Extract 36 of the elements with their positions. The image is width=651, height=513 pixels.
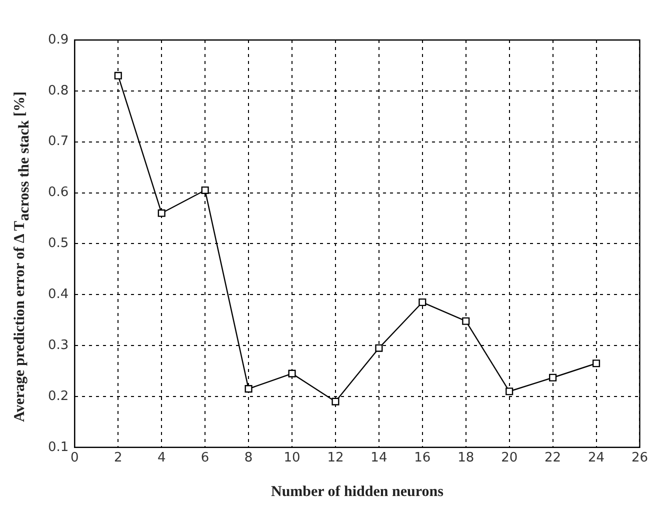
point [462, 317, 470, 325]
x-tick-label: 12 [327, 450, 344, 466]
x-tick-label: 20 [501, 450, 518, 466]
point [592, 360, 600, 368]
y-tick-label: 0.1 [48, 440, 69, 455]
x-tick-label: 24 [588, 450, 605, 466]
x-tick-label: 10 [284, 450, 300, 466]
x-tick-label: 6 [200, 450, 210, 466]
y-tick-label: 0.3 [48, 338, 69, 353]
point [158, 209, 166, 217]
y-tick-label: 0.8 [48, 83, 69, 98]
x-tick-label: 18 [458, 450, 474, 466]
point [418, 298, 426, 306]
x-tick-label: 0 [70, 450, 79, 466]
x-tick-label: 2 [114, 450, 122, 466]
x-tick-label: 16 [414, 450, 431, 466]
y-tick-label: 0.6 [48, 185, 69, 200]
y-tick-label: 0.5 [48, 236, 69, 252]
x-tick-label: 26 [631, 450, 648, 466]
point [375, 344, 383, 352]
point [114, 72, 122, 80]
y-tick-label: 0.4 [48, 287, 69, 302]
point [288, 370, 296, 378]
x-tick-label: 22 [544, 450, 562, 466]
x-tick-label: 14 [370, 450, 388, 466]
x-axis-title: Number of hidden neurons [271, 484, 444, 500]
y-tick-label: 0.9 [48, 32, 69, 48]
y-tick-label: 0.7 [48, 134, 69, 150]
point [506, 388, 514, 396]
x-tick-label: 8 [244, 450, 253, 466]
point [244, 385, 252, 393]
point [201, 186, 209, 194]
x-tick-label: 4 [157, 450, 166, 466]
point [549, 374, 557, 382]
y-tick-label: 0.2 [48, 388, 69, 404]
point [332, 398, 340, 406]
